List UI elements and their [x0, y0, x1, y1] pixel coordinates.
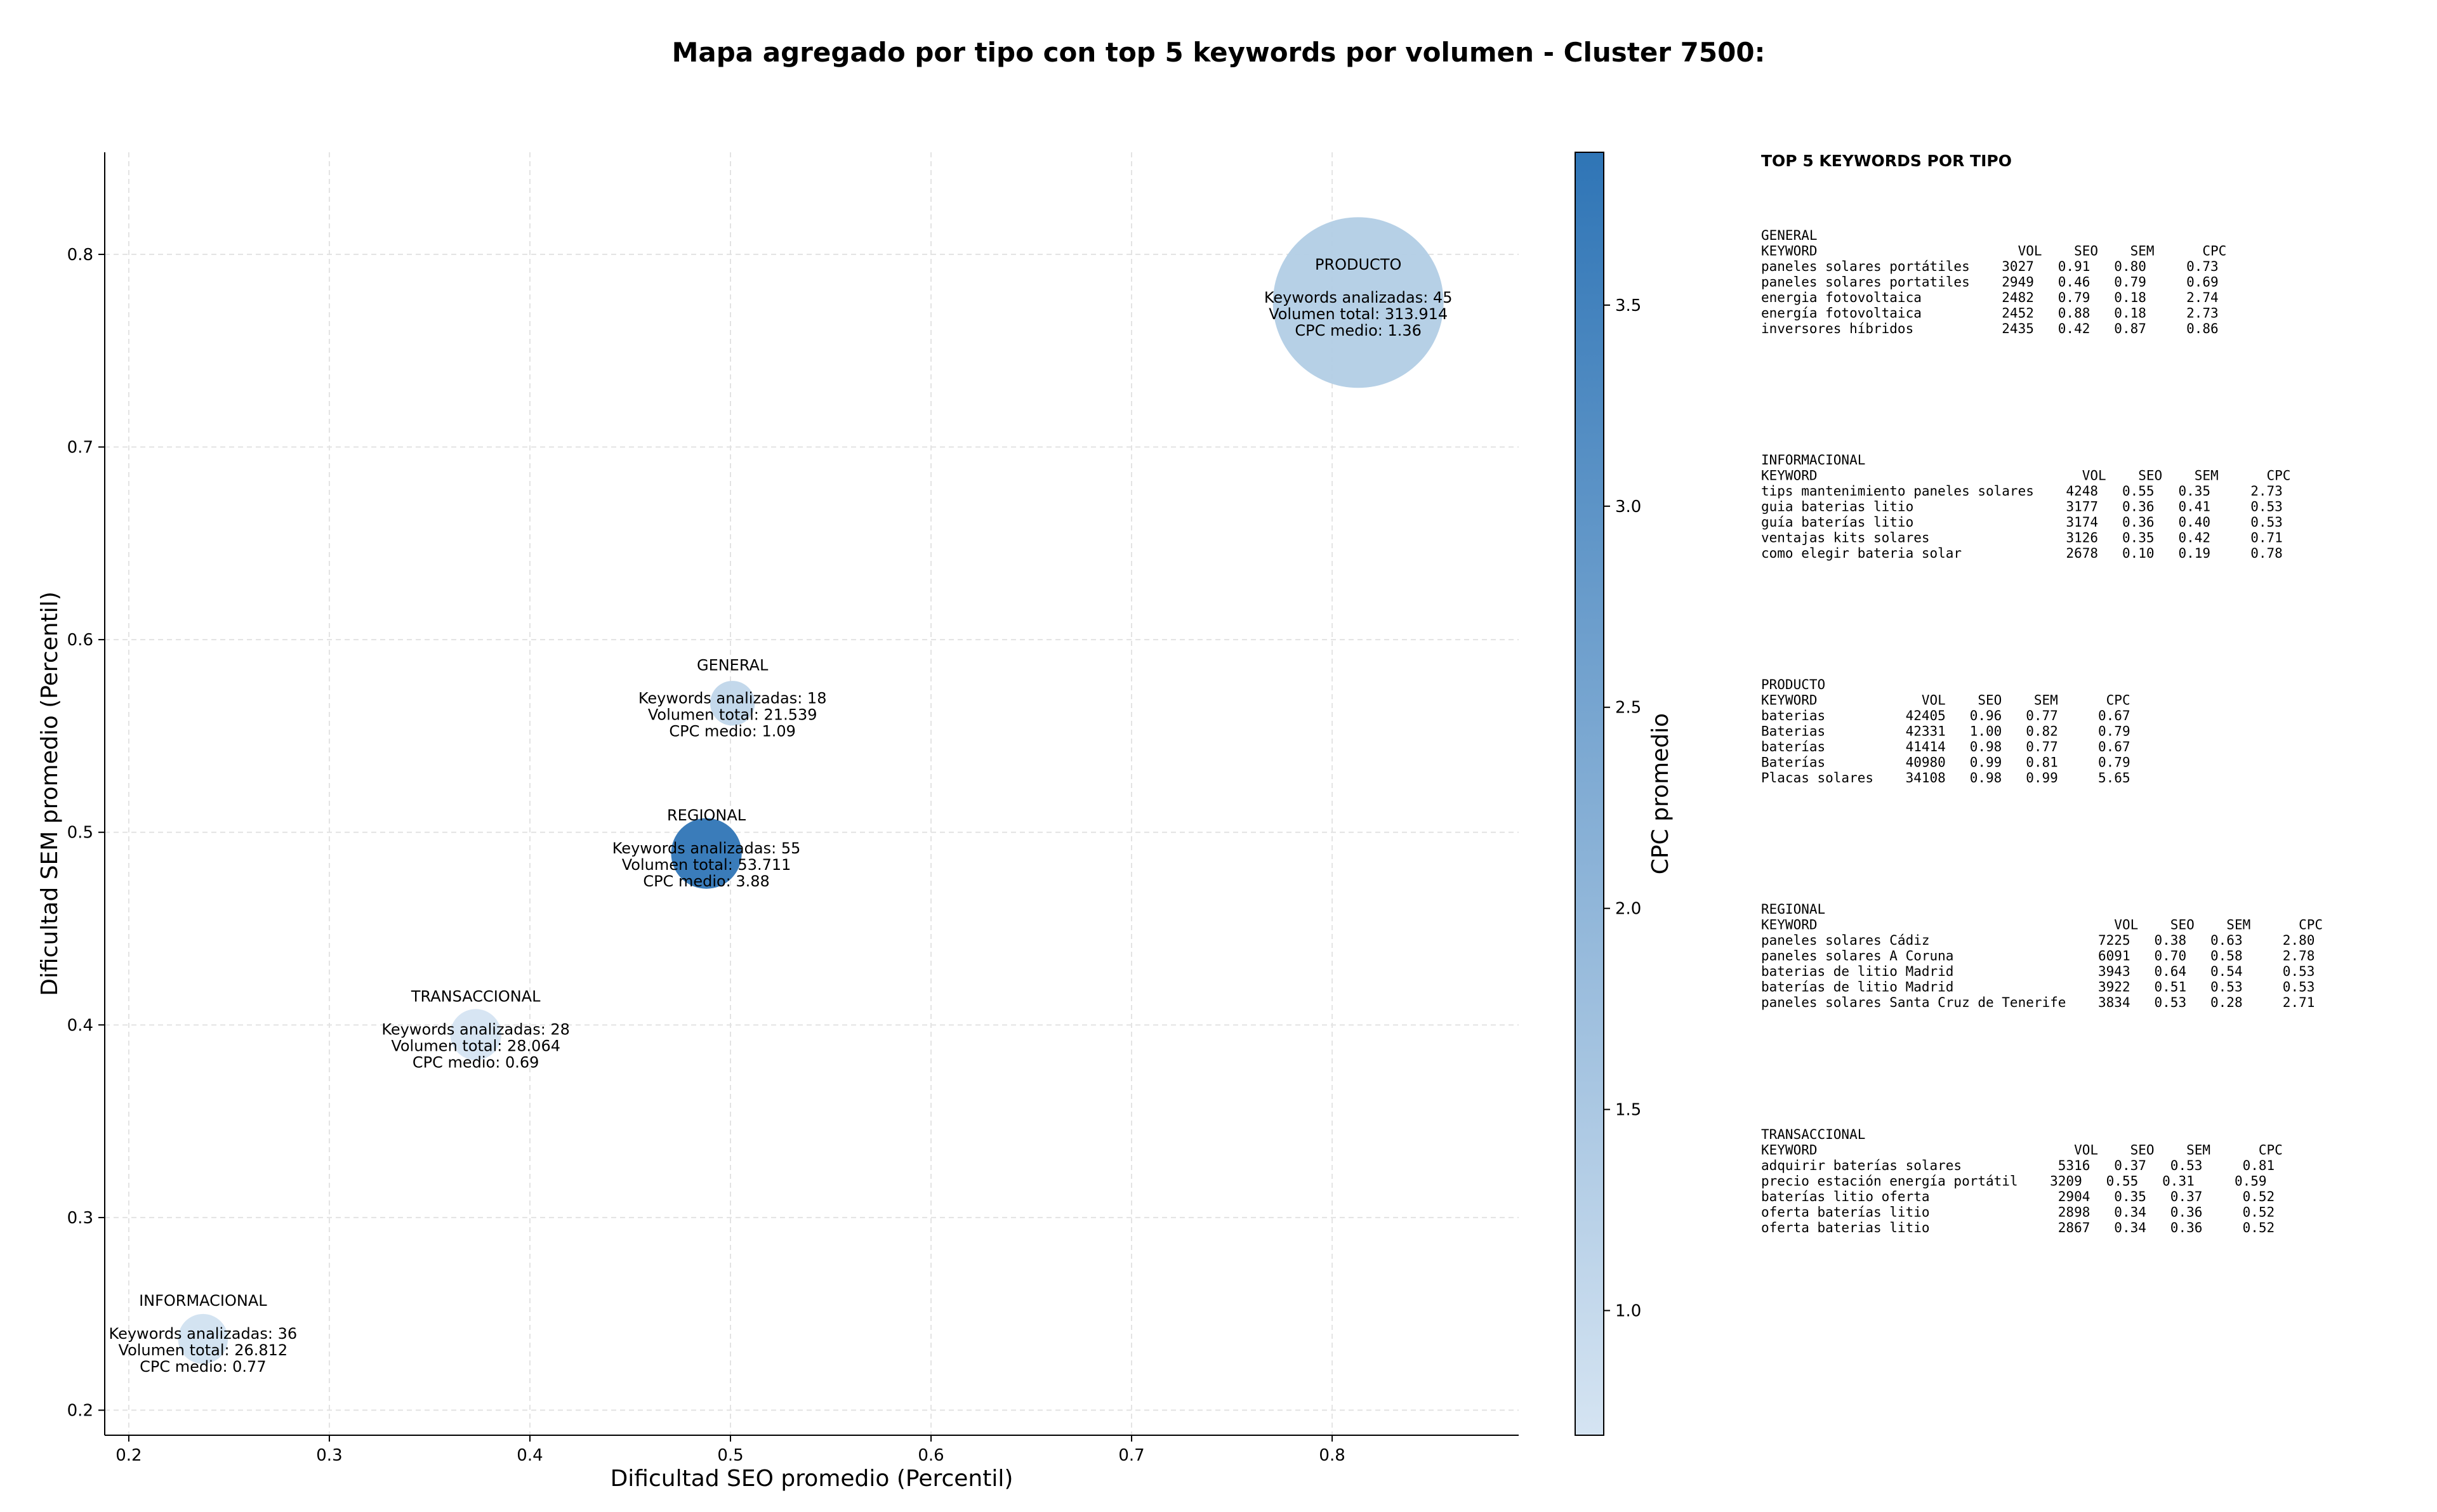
chart-title: Mapa agregado por tipo con top 5 keyword…	[671, 37, 1766, 68]
grid-lines	[105, 152, 1519, 1435]
keyword-table-row: precio estación energía portátil 3209 0.…	[1761, 1174, 2267, 1189]
keyword-table-row: paneles solares A Coruna 6091 0.70 0.58 …	[1761, 949, 2315, 964]
x-tick-label: 0.3	[316, 1446, 342, 1465]
keyword-table-row: guía baterías litio 3174 0.36 0.40 0.53	[1761, 515, 2283, 530]
bubble-stat-label: CPC medio: 1.36	[1295, 322, 1422, 339]
bubble-stat-label: Volumen total: 53.711	[622, 856, 791, 874]
keyword-table-row: adquirir baterías solares 5316 0.37 0.53…	[1761, 1158, 2275, 1173]
y-tick-label: 0.6	[67, 631, 93, 650]
bubble-stat-label: Keywords analizadas: 55	[612, 839, 801, 857]
bubble-name-label: GENERAL	[697, 656, 769, 674]
keyword-table-heading: TRANSACCIONAL	[1761, 1127, 1865, 1142]
bubble-stat-label: Volumen total: 313.914	[1269, 305, 1448, 323]
bubble-stat-label: CPC medio: 3.88	[643, 872, 770, 890]
keyword-table-row: baterías de litio Madrid 3922 0.51 0.53 …	[1761, 980, 2315, 995]
keyword-table-row: ventajas kits solares 3126 0.35 0.42 0.7…	[1761, 530, 2283, 546]
keyword-table-row: inversores híbridos 2435 0.42 0.87 0.86	[1761, 321, 2219, 336]
keyword-table-row: paneles solares portatiles 2949 0.46 0.7…	[1761, 275, 2219, 290]
bubble-stat-label: Volumen total: 26.812	[119, 1341, 288, 1359]
y-tick-label: 0.7	[67, 438, 93, 457]
bubble-informacional[interactable]	[178, 1313, 228, 1364]
bubble-stat-label: Volumen total: 28.064	[391, 1037, 560, 1055]
colorbar-label: CPC promedio	[1648, 713, 1674, 874]
keyword-table-row: como elegir bateria solar 2678 0.10 0.19…	[1761, 546, 2283, 561]
y-tick-label: 0.3	[67, 1209, 93, 1228]
keyword-table-row: oferta baterias litio 2867 0.34 0.36 0.5…	[1761, 1220, 2275, 1235]
bubble-stat-label: CPC medio: 1.09	[669, 722, 796, 740]
keyword-table-heading: GENERAL	[1761, 228, 1818, 243]
keyword-table-row: Baterías 40980 0.99 0.81 0.79	[1761, 755, 2130, 770]
x-tick-label: 0.7	[1118, 1446, 1144, 1465]
bubble-name-label: INFORMACIONAL	[139, 1292, 267, 1310]
bubble-regional[interactable]	[671, 818, 742, 889]
keyword-table-row: paneles solares Cádiz 7225 0.38 0.63 2.8…	[1761, 933, 2315, 948]
bubble-stat-label: Keywords analizadas: 45	[1264, 289, 1453, 306]
keyword-table-header-row: KEYWORD VOL SEO SEM CPC	[1761, 693, 2130, 708]
keyword-table-row: energía fotovoltaica 2452 0.88 0.18 2.73	[1761, 306, 2219, 321]
bubble-name-label: TRANSACCIONAL	[411, 988, 541, 1006]
keyword-table-row: tips mantenimiento paneles solares 4248 …	[1761, 483, 2283, 499]
x-tick-label: 0.2	[116, 1446, 142, 1465]
bubble-name-label: PRODUCTO	[1315, 256, 1401, 273]
x-axis-label: Dificultad SEO promedio (Percentil)	[611, 1466, 1014, 1492]
keyword-table-row: oferta baterías litio 2898 0.34 0.36 0.5…	[1761, 1205, 2275, 1220]
colorbar-tick-label: 1.5	[1615, 1101, 1641, 1120]
keyword-table-row: Placas solares 34108 0.98 0.99 5.65	[1761, 770, 2130, 786]
keyword-table-row: Baterias 42331 1.00 0.82 0.79	[1761, 724, 2130, 739]
bubble-transaccional[interactable]	[450, 1009, 501, 1060]
keyword-table-header-row: KEYWORD VOL SEO SEM CPC	[1761, 1143, 2283, 1158]
keyword-table-row: energia fotovoltaica 2482 0.79 0.18 2.74	[1761, 290, 2219, 305]
bubble-stat-label: Volumen total: 21.539	[648, 706, 817, 723]
keyword-table-row: baterias de litio Madrid 3943 0.64 0.54 …	[1761, 964, 2315, 979]
y-axis-label: Dificultad SEM promedio (Percentil)	[37, 591, 63, 996]
bubble-stat-label: Keywords analizadas: 36	[109, 1325, 298, 1343]
colorbar-tick-label: 2.5	[1615, 699, 1641, 718]
keyword-table-row: baterías litio oferta 2904 0.35 0.37 0.5…	[1761, 1189, 2275, 1204]
x-tick-label: 0.5	[717, 1446, 743, 1465]
keyword-table-row: paneles solares Santa Cruz de Tenerife 3…	[1761, 995, 2315, 1010]
colorbar-tick-label: 3.0	[1615, 497, 1641, 516]
bubble-name-label: REGIONAL	[667, 806, 746, 824]
bubble-stat-label: CPC medio: 0.77	[140, 1358, 267, 1376]
keyword-table-row: paneles solares portátiles 3027 0.91 0.8…	[1761, 259, 2219, 274]
keyword-table-heading: REGIONAL	[1761, 902, 1825, 917]
keyword-table-row: baterias 42405 0.96 0.77 0.67	[1761, 708, 2130, 723]
bubble-general[interactable]	[710, 681, 755, 726]
keyword-table-header-row: KEYWORD VOL SEO SEM CPC	[1761, 244, 2226, 259]
y-tick-label: 0.4	[67, 1016, 93, 1035]
x-tick-label: 0.4	[517, 1446, 543, 1465]
colorbar-tick-label: 3.5	[1615, 296, 1641, 315]
bubble-stat-label: Keywords analizadas: 18	[638, 689, 827, 707]
y-tick-label: 0.2	[67, 1402, 93, 1421]
keyword-table-row: baterías 41414 0.98 0.77 0.67	[1761, 739, 2130, 754]
side-panel-title: TOP 5 KEYWORDS POR TIPO	[1761, 152, 2012, 170]
keyword-table-row: guia baterias litio 3177 0.36 0.41 0.53	[1761, 499, 2283, 515]
colorbar-tick-label: 2.0	[1615, 900, 1641, 919]
keyword-table-header-row: KEYWORD VOL SEO SEM CPC	[1761, 468, 2290, 483]
bubbles	[178, 217, 1444, 1364]
bubble-stat-label: CPC medio: 0.69	[413, 1054, 539, 1072]
colorbar	[1575, 152, 1604, 1436]
keyword-table-heading: PRODUCTO	[1761, 677, 1825, 692]
bubble-stat-label: Keywords analizadas: 28	[381, 1021, 570, 1039]
colorbar-tick-label: 1.0	[1615, 1302, 1641, 1321]
x-tick-label: 0.8	[1319, 1446, 1345, 1465]
bubble-producto[interactable]	[1272, 217, 1444, 388]
y-tick-label: 0.5	[67, 824, 93, 843]
y-tick-label: 0.8	[67, 246, 93, 265]
keyword-table-header-row: KEYWORD VOL SEO SEM CPC	[1761, 917, 2323, 933]
x-tick-label: 0.6	[918, 1446, 944, 1465]
keyword-table-heading: INFORMACIONAL	[1761, 452, 1865, 468]
